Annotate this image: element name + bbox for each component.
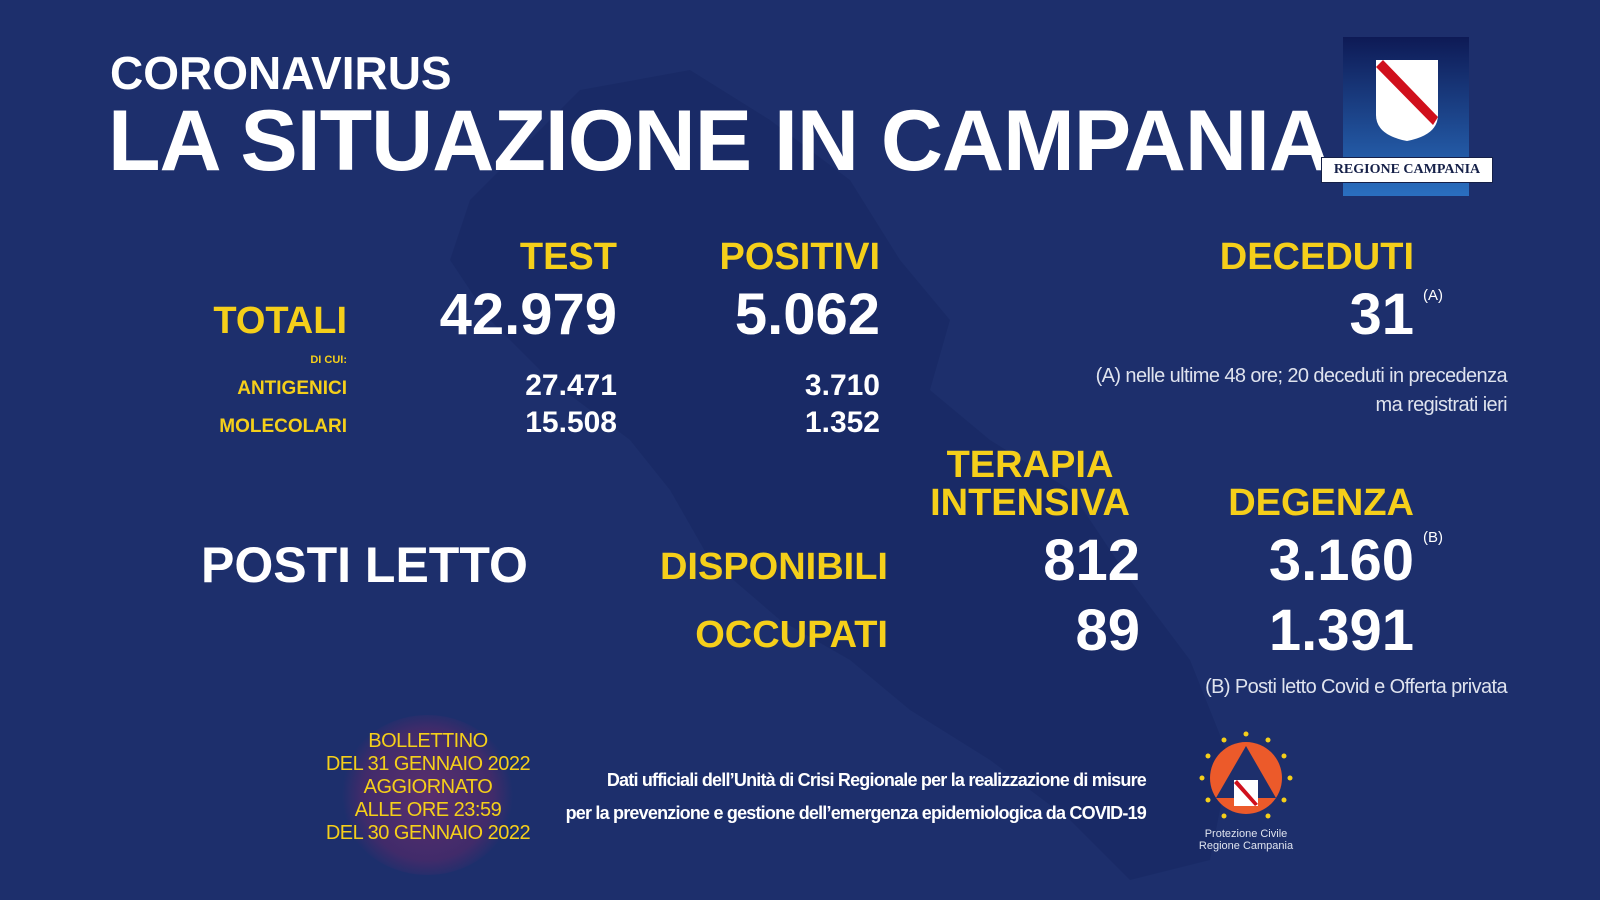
page-title: LA SITUAZIONE IN CAMPANIA (108, 93, 1331, 189)
disponibili-label: DISPONIBILI (659, 546, 888, 588)
kicker: CORONAVIRUS (110, 47, 452, 99)
antigenici-test: 27.471 (525, 369, 617, 402)
logo-caption-line1: Protezione Civile (1204, 828, 1288, 840)
shield-icon (1376, 60, 1438, 141)
occupati-terapia: 89 (1075, 598, 1140, 663)
di-cui-label: DI CUI: (310, 354, 347, 366)
disponibili-degenza: 3.160 (1268, 528, 1414, 593)
virus-icon (340, 715, 515, 875)
bollettino-line: BOLLETTINO (368, 730, 488, 752)
bollettino-line: DEL 31 GENNAIO 2022 (325, 753, 531, 775)
note-b: (B) Posti letto Covid e Offerta privata (1205, 676, 1508, 698)
bollettino: BOLLETTINO DEL 31 GENNAIO 2022 AGGIORNAT… (318, 730, 538, 845)
footer-text: Dati ufficiali dell’Unità di Crisi Regio… (565, 764, 1147, 830)
molecolari-label: MOLECOLARI (219, 416, 347, 437)
bollettino-line: ALLE ORE 23:59 (354, 799, 502, 821)
terapia-line1: TERAPIA (946, 444, 1114, 486)
logo-caption: Protezione Civile Regione Campania (1194, 828, 1298, 852)
footer-line2: per la prevenzione e gestione dell’emerg… (565, 803, 1147, 823)
col-positivi: POSITIVI (719, 236, 880, 278)
totali-positivi: 5.062 (734, 282, 880, 347)
regione-campania-logo: REGIONE CAMPANIA (1321, 37, 1493, 196)
disponibili-terapia: 812 (1043, 528, 1140, 593)
campania-map-silhouette (450, 70, 1230, 880)
molecolari-positivi: 1.352 (804, 406, 880, 439)
note-marker-b: (B) (1423, 529, 1443, 546)
logo-caption-line2: Regione Campania (1198, 840, 1294, 852)
bollettino-line: AGGIORNATO (363, 776, 493, 798)
col-deceduti: DECEDUTI (1219, 236, 1414, 278)
protezione-civile-logo: Protezione Civile Regione Campania (1194, 728, 1298, 853)
terapia-line2: INTENSIVA (930, 482, 1130, 524)
molecolari-test: 15.508 (525, 406, 617, 439)
note-a-line1: (A) nelle ultime 48 ore; 20 deceduti in … (1095, 365, 1508, 387)
note-a-line2: ma registrati ieri (1375, 394, 1508, 416)
totali-deceduti: 31 (1349, 282, 1414, 347)
footer-line1: Dati ufficiali dell’Unità di Crisi Regio… (606, 770, 1147, 790)
protezione-civile-emblem-icon (1199, 731, 1293, 819)
occupati-degenza: 1.391 (1268, 598, 1414, 663)
bollettino-line: DEL 30 GENNAIO 2022 (325, 822, 531, 844)
antigenici-positivi: 3.710 (804, 369, 880, 402)
col-test: TEST (519, 236, 617, 278)
note-a: (A) nelle ultime 48 ore; 20 deceduti in … (1095, 362, 1508, 420)
antigenici-label: ANTIGENICI (237, 378, 347, 399)
totali-test: 42.979 (439, 282, 617, 347)
logo-text: REGIONE CAMPANIA (1321, 157, 1493, 183)
totali-label: TOTALI (213, 300, 347, 342)
terapia-intensiva-header: TERAPIA INTENSIVA (920, 446, 1140, 522)
occupati-label: OCCUPATI (695, 614, 888, 656)
posti-letto-label: POSTI LETTO (201, 537, 528, 593)
degenza-header: DEGENZA (1228, 482, 1414, 524)
note-marker-a: (A) (1423, 287, 1443, 304)
